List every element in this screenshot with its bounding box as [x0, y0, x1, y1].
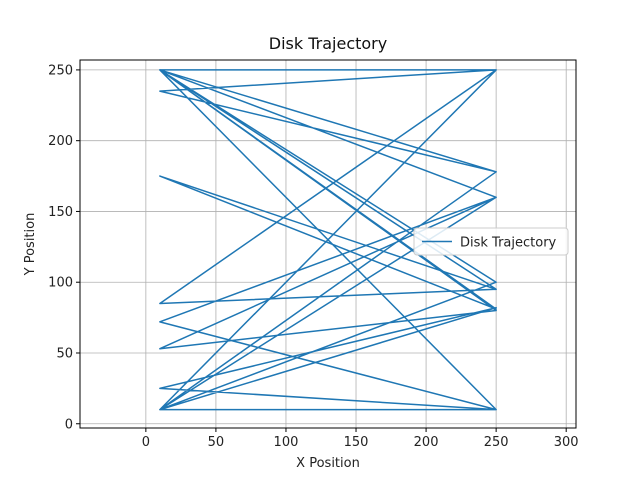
x-tick-label: 0	[142, 435, 150, 450]
x-axis-label: X Position	[296, 456, 360, 471]
x-tick-label: 150	[344, 435, 369, 450]
legend: Disk Trajectory	[413, 227, 569, 256]
y-tick-label: 100	[48, 276, 73, 291]
series-layer	[159, 69, 497, 411]
y-tick-label: 50	[56, 346, 73, 361]
ticks: 0 50 100 150 200 250 300 0 50 100 150 200 250	[48, 63, 578, 450]
x-tick-label: 200	[414, 435, 439, 450]
y-axis-label: Y Position	[23, 213, 38, 277]
series-line	[159, 69, 497, 411]
y-tick-label: 200	[48, 134, 73, 149]
y-tick-label: 250	[48, 63, 73, 78]
legend-box	[413, 227, 569, 256]
chart-title: Disk Trajectory	[269, 34, 387, 53]
x-tick-label: 50	[208, 435, 225, 450]
x-tick-label: 100	[274, 435, 299, 450]
y-tick-label: 0	[65, 417, 73, 432]
x-tick-label: 250	[484, 435, 509, 450]
x-tick-label: 300	[554, 435, 579, 450]
plot-frame	[79, 59, 577, 429]
y-tick-label: 150	[48, 205, 73, 220]
legend-entry-label: Disk Trajectory	[460, 236, 557, 251]
